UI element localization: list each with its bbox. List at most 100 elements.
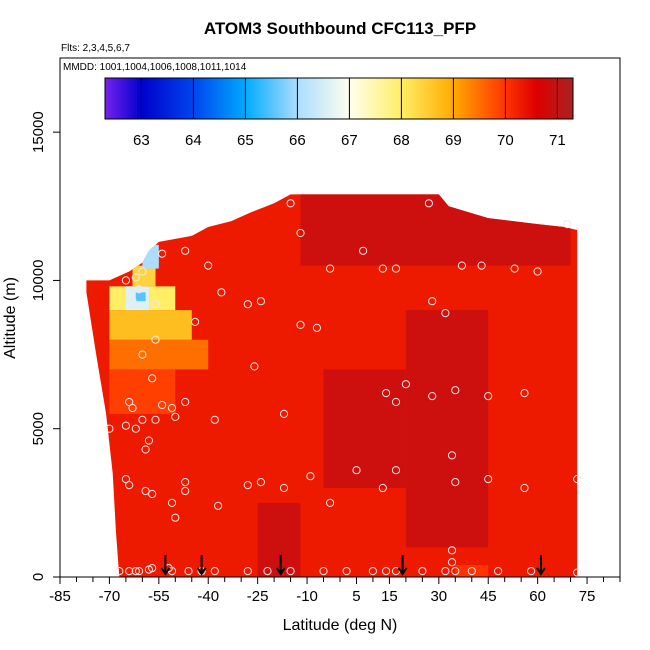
sample-marker [447,451,457,460]
sample-marker [418,567,427,576]
sample-marker [256,297,265,306]
field-anomaly-cell [109,310,192,340]
sample-marker [128,403,137,413]
flights-annotation: Flts: 2,3,4,5,6,7 [61,43,130,54]
y-axis-label: Altitude (m) [2,277,19,359]
colorbar-tick-label: 68 [393,132,410,149]
sample-marker [368,567,377,576]
sample-marker [428,392,437,401]
sample-marker [243,300,252,309]
sample-marker [382,567,391,576]
field-core-region [257,502,301,577]
sample-marker [296,320,305,329]
sample-marker [296,228,305,238]
sample-marker [451,386,460,395]
sample-marker [158,249,167,258]
sample-marker [447,546,457,555]
sample-marker [151,300,160,309]
sample-marker [141,445,150,454]
x-tick-label: -70 [99,588,121,605]
sample-marker [151,335,160,344]
x-axis-label: Latitude (deg N) [283,617,398,634]
sample-marker [138,267,147,276]
sample-marker [484,392,493,401]
sample-marker [181,486,190,496]
sample-marker [306,472,315,481]
flight-arrow [160,555,171,576]
sample-marker [477,261,486,270]
sample-marker [359,246,368,255]
sample-marker [135,285,144,294]
sample-marker [467,567,476,576]
x-axis: -85 -70 -55 -40 -25 -10 5 15 30 45 60 75 [49,577,621,605]
sample-marker [378,264,387,273]
x-tick-label: 5 [352,588,360,605]
sample-marker [563,220,572,229]
sample-marker [326,264,335,273]
sample-marker [279,409,289,418]
sample-marker [243,481,252,490]
sample-marker [151,415,160,424]
sample-marker [131,567,140,576]
sample-marker [520,483,529,493]
colorbar-gradient [104,77,574,120]
flight-arrow [196,555,207,576]
sample-marker [533,267,542,276]
sample-marker [171,412,180,421]
sample-marker [520,389,529,398]
sample-marker [286,567,295,576]
sample-marker [191,317,200,326]
y-tick-label: 0 [30,573,47,581]
field-core-region [323,369,406,489]
sample-marker [457,261,466,270]
sample-marker [263,567,272,576]
sample-marker [181,397,190,407]
x-tick-label: -25 [247,588,269,605]
sample-marker [447,558,457,567]
sample-marker [138,415,147,424]
sample-markers [105,199,582,577]
sample-marker [441,567,450,576]
sample-marker [131,273,140,282]
sample-marker [171,513,180,522]
sample-marker [128,297,137,306]
sample-marker [527,567,536,576]
field-core-region [300,194,571,266]
field-anomaly-cell [135,292,146,302]
field-anomaly-cell [109,339,209,370]
sample-marker [167,403,177,413]
sample-marker [181,246,190,255]
sample-marker [121,421,131,430]
sample-marker [167,498,177,507]
sample-marker [484,475,493,484]
sample-marker [352,466,361,475]
sample-marker [115,567,124,576]
y-tick-label: 5000 [30,412,47,445]
colorbar-tick-label: 67 [341,132,358,149]
sample-marker [256,478,265,487]
x-tick-label: 15 [381,588,398,605]
sample-marker [391,397,401,407]
field-core-region [405,310,489,548]
flight-arrows [160,555,546,576]
colorbar-tick-label: 66 [289,132,306,149]
sample-marker [148,489,157,499]
sample-marker [204,261,213,270]
field-anomaly-cell [455,565,489,577]
sample-marker [217,288,226,297]
sample-marker [286,199,295,208]
field-anomaly-cell [142,244,159,269]
sample-marker [144,436,153,445]
y-tick-label: 10000 [30,260,47,302]
sample-marker [148,564,157,573]
sample-marker [573,475,582,484]
x-tick-label: 75 [579,588,596,605]
field-anomaly-cell [132,265,156,287]
colorbar-tick-label: 64 [185,132,202,149]
colorbar-tick-label: 63 [133,132,150,149]
flight-arrow [275,555,286,576]
sample-marker [391,264,401,273]
sample-marker [250,362,259,371]
sample-marker [214,501,223,510]
y-tick-label: 15000 [30,111,47,153]
